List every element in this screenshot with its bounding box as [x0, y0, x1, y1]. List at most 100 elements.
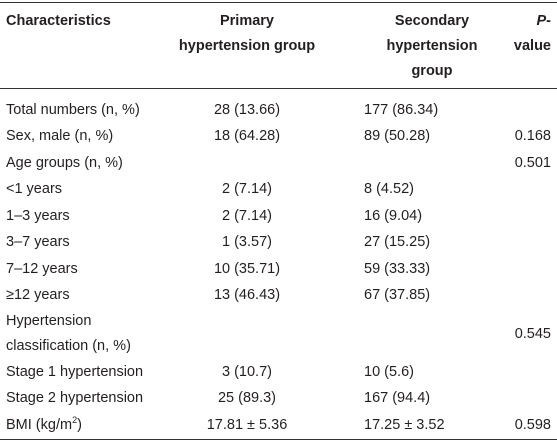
cell-text: 25 (89.3)	[217, 390, 277, 407]
cell-text: 3–7 years	[6, 234, 70, 251]
table-row: 3–7 years 1 (3.57) 27 (15.25)	[0, 230, 557, 257]
cell-text: 1–3 years	[6, 207, 70, 224]
cell-text: 7–12 years	[6, 260, 78, 277]
table-cell: 0.598	[501, 412, 557, 439]
table-cell	[501, 203, 557, 230]
table-cell: 2 (7.14)	[176, 177, 318, 204]
table-cell: 25 (89.3)	[176, 386, 318, 413]
cell-text: 1 (3.57)	[222, 234, 272, 251]
table-row: Hypertension classification (n, %) 0.545	[0, 309, 557, 359]
table-cell	[501, 256, 557, 283]
header-text: Primary hypertension group	[178, 13, 316, 54]
table-cell: ≥12 years	[0, 283, 176, 310]
cell-text: Stage 1 hypertension	[6, 363, 144, 380]
table-cell: 17.81 ± 5.36	[176, 412, 318, 439]
table-body: Total numbers (n, %) 28 (13.66) 177 (86.34…	[0, 89, 557, 440]
table-cell	[501, 359, 557, 386]
table-cell: 2 (7.14)	[176, 203, 318, 230]
cell-text: 59 (33.33)	[364, 260, 431, 277]
cell-text: 167 (94.4)	[364, 390, 431, 407]
table-cell: 18 (64.28)	[176, 124, 318, 151]
table-cell: 13 (46.43)	[176, 283, 318, 310]
table-row: ≥12 years 13 (46.43) 67 (37.85)	[0, 283, 557, 310]
cell-text: 13 (46.43)	[213, 287, 281, 304]
table-cell: 3 (10.7)	[176, 359, 318, 386]
table-row: BMI (kg/m2) 17.81 ± 5.36 17.25 ± 3.52 0.598	[0, 412, 557, 439]
cell-text: 0.168	[514, 128, 551, 145]
table-cell: Sex, male (n, %)	[0, 124, 176, 151]
table-cell: 1 (3.57)	[176, 230, 318, 257]
superscript: 2	[72, 414, 78, 425]
header-cell: P-value	[501, 2, 557, 89]
table-cell: 59 (33.33)	[318, 256, 501, 283]
cell-text: 17.81 ± 5.36	[206, 416, 288, 433]
cell-text: Age groups (n, %)	[6, 154, 123, 171]
table-cell: 28 (13.66)	[176, 89, 318, 124]
cell-text: 17.25 ± 3.52	[364, 416, 445, 433]
table-cell	[176, 150, 318, 177]
header-text: -value	[513, 13, 551, 54]
header-cell: Primary hypertension group	[176, 2, 318, 89]
cell-text: ≥12 years	[6, 287, 70, 304]
table-cell: Age groups (n, %)	[0, 150, 176, 177]
cell-text: 177 (86.34)	[364, 101, 439, 118]
table-cell: 27 (15.25)	[318, 230, 501, 257]
table-row: <1 years 2 (7.14) 8 (4.52)	[0, 177, 557, 204]
table-cell: 67 (37.85)	[318, 283, 501, 310]
table-cell	[176, 309, 318, 359]
table-cell: Hypertension classification (n, %)	[0, 309, 176, 359]
table-cell	[501, 89, 557, 124]
table-cell: 1–3 years	[0, 203, 176, 230]
header-cell: Characteristics	[0, 2, 176, 89]
table-cell: 7–12 years	[0, 256, 176, 283]
table-cell: 167 (94.4)	[318, 386, 501, 413]
cell-text: Total numbers (n, %)	[6, 101, 140, 118]
table-cell: 3–7 years	[0, 230, 176, 257]
cell-text: 2 (7.14)	[222, 207, 272, 224]
table-cell	[501, 177, 557, 204]
cell-text: 27 (15.25)	[364, 234, 431, 251]
cell-text: Sex, male (n, %)	[6, 128, 114, 145]
table-cell: <1 years	[0, 177, 176, 204]
table-cell	[501, 230, 557, 257]
table-cell: 16 (9.04)	[318, 203, 501, 230]
cell-text: 3 (10.7)	[222, 363, 272, 380]
cell-text: 10 (35.71)	[213, 260, 281, 277]
table-cell: 8 (4.52)	[318, 177, 501, 204]
cell-text: 89 (50.28)	[364, 128, 431, 145]
table-cell: Stage 2 hypertension	[0, 386, 176, 413]
table-cell: 0.501	[501, 150, 557, 177]
cell-text: Hypertension classification (n, %)	[6, 313, 131, 354]
table-cell: Total numbers (n, %)	[0, 89, 176, 124]
cell-text: 10 (5.6)	[364, 363, 414, 380]
table-row: Age groups (n, %) 0.501	[0, 150, 557, 177]
table-row: 1–3 years 2 (7.14) 16 (9.04)	[0, 203, 557, 230]
table-cell: 10 (35.71)	[176, 256, 318, 283]
table-cell: 89 (50.28)	[318, 124, 501, 151]
table-cell: BMI (kg/m2)	[0, 412, 176, 439]
table-cell: 0.545	[501, 309, 557, 359]
table-cell: 0.168	[501, 124, 557, 151]
table-cell	[318, 150, 501, 177]
cell-text: 2 (7.14)	[222, 181, 272, 198]
cell-text: 0.501	[514, 154, 551, 171]
table-row: Stage 1 hypertension 3 (10.7) 10 (5.6)	[0, 359, 557, 386]
table-cell	[501, 386, 557, 413]
header-cell: Secondary hypertension group	[318, 2, 501, 89]
header-italic: P	[536, 13, 547, 29]
table-cell	[501, 283, 557, 310]
cell-text: Stage 2 hypertension	[6, 390, 144, 407]
cell-text: 18 (64.28)	[213, 128, 281, 145]
table-row: Total numbers (n, %) 28 (13.66) 177 (86.34…	[0, 89, 557, 124]
table-cell: Stage 1 hypertension	[0, 359, 176, 386]
cell-text: <1 years	[6, 181, 63, 198]
table-cell: 17.25 ± 3.52	[318, 412, 501, 439]
table-cell	[318, 309, 501, 359]
table-row: Sex, male (n, %) 18 (64.28) 89 (50.28) 0.16…	[0, 124, 557, 151]
cell-text: 28 (13.66)	[213, 101, 281, 118]
cell-text: 0.545	[514, 325, 551, 342]
table-row: Stage 2 hypertension 25 (89.3) 167 (94.4)	[0, 386, 557, 413]
cell-text: 67 (37.85)	[364, 287, 431, 304]
